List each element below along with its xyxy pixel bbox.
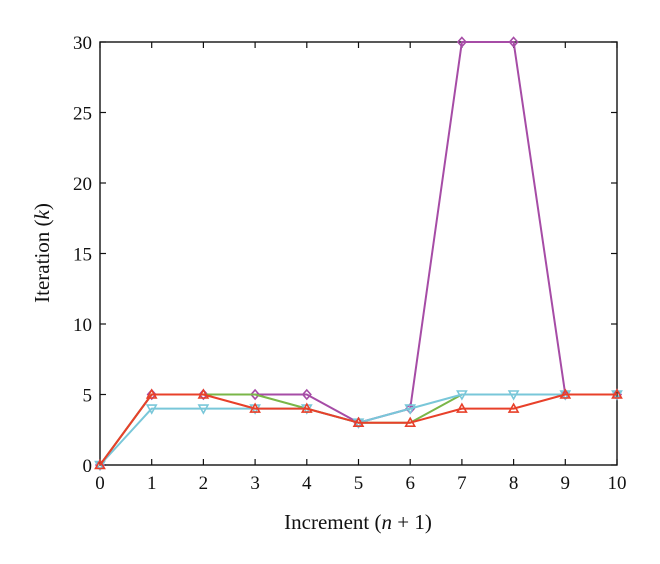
- x-axis-title-part-1: Increment (: [284, 510, 381, 534]
- y-tick-label: 10: [73, 315, 92, 336]
- x-tick-label: 7: [457, 473, 467, 494]
- series-3-point: [197, 404, 210, 415]
- series-3-point: [456, 390, 468, 401]
- x-tick-label: 9: [561, 473, 571, 494]
- x-tick-label: 10: [608, 473, 627, 494]
- y-tick-label: 30: [73, 33, 92, 54]
- series-3: [94, 390, 623, 472]
- series-1: [94, 36, 623, 471]
- series-1-point: [301, 388, 312, 401]
- series-4: [94, 388, 623, 470]
- series-1-point: [198, 388, 209, 401]
- x-tick-label: 6: [405, 473, 415, 494]
- x-axis-title-part-3: + 1): [392, 510, 432, 534]
- series-4-point: [507, 402, 520, 413]
- y-tick-label: 25: [73, 104, 92, 125]
- x-axis-title: Increment (n + 1): [284, 510, 432, 534]
- series-1-point: [250, 388, 261, 401]
- series-4-point: [352, 416, 365, 428]
- series-3-point: [145, 404, 158, 415]
- x-tick-label: 8: [509, 473, 519, 494]
- series-3-point: [507, 390, 520, 401]
- series-4-point: [456, 402, 468, 413]
- series-4-line: [99, 393, 617, 466]
- y-axis-title: Iteration (k): [30, 203, 54, 303]
- x-tick-label: 0: [95, 473, 105, 494]
- series-4-point: [300, 402, 313, 413]
- x-tick-label: 1: [147, 473, 157, 494]
- y-tick-label: 15: [73, 245, 92, 266]
- y-axis-title-part-3: ): [30, 203, 54, 210]
- series-1-point: [508, 36, 519, 48]
- series-3-point: [404, 404, 417, 415]
- series-4-point: [197, 388, 210, 399]
- series-4-point: [249, 402, 261, 413]
- y-tick-label: 5: [83, 386, 93, 407]
- series-1-point: [146, 388, 157, 401]
- axis-ticks: [99, 41, 618, 466]
- y-tick-label: 20: [73, 174, 92, 195]
- x-tick-label: 5: [354, 473, 364, 494]
- series-1-point: [456, 36, 467, 48]
- x-tick-label: 4: [302, 473, 312, 494]
- series-layer: [94, 36, 623, 472]
- x-tick-label: 3: [250, 473, 260, 494]
- y-axis-title-variable: k: [30, 209, 54, 219]
- series-3-line: [99, 393, 617, 466]
- series-4-point: [94, 458, 106, 470]
- series-4-point: [404, 416, 417, 428]
- y-axis-title-part-1: Iteration (: [30, 219, 54, 302]
- series-4-point: [145, 388, 158, 399]
- series-4-point: [559, 388, 572, 399]
- y-tick-label: 0: [83, 456, 93, 477]
- series-2-line: [99, 393, 617, 466]
- tick-labels: 0 1 2 3 4 5 6 7 8 9 10 0 5 10 15 20 25 30: [73, 33, 627, 494]
- x-tick-label: 2: [199, 473, 209, 494]
- x-axis-title-variable: n: [382, 510, 393, 534]
- series-4-point: [611, 388, 623, 399]
- series-2: [99, 393, 617, 466]
